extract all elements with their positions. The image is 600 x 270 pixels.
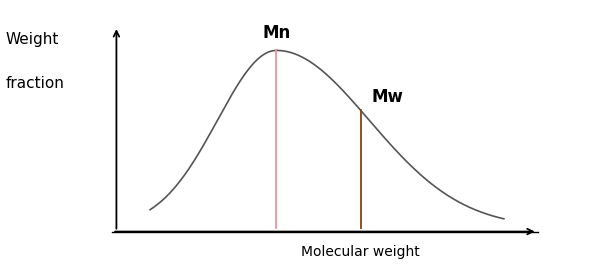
Text: Weight: Weight	[6, 32, 59, 48]
Text: Mw: Mw	[371, 88, 403, 106]
Text: fraction: fraction	[6, 76, 65, 91]
Text: Molecular weight: Molecular weight	[301, 245, 419, 259]
Text: Difference: Difference	[508, 234, 560, 243]
Text: Mn: Mn	[262, 24, 290, 42]
Text: Between.com: Between.com	[502, 247, 566, 256]
